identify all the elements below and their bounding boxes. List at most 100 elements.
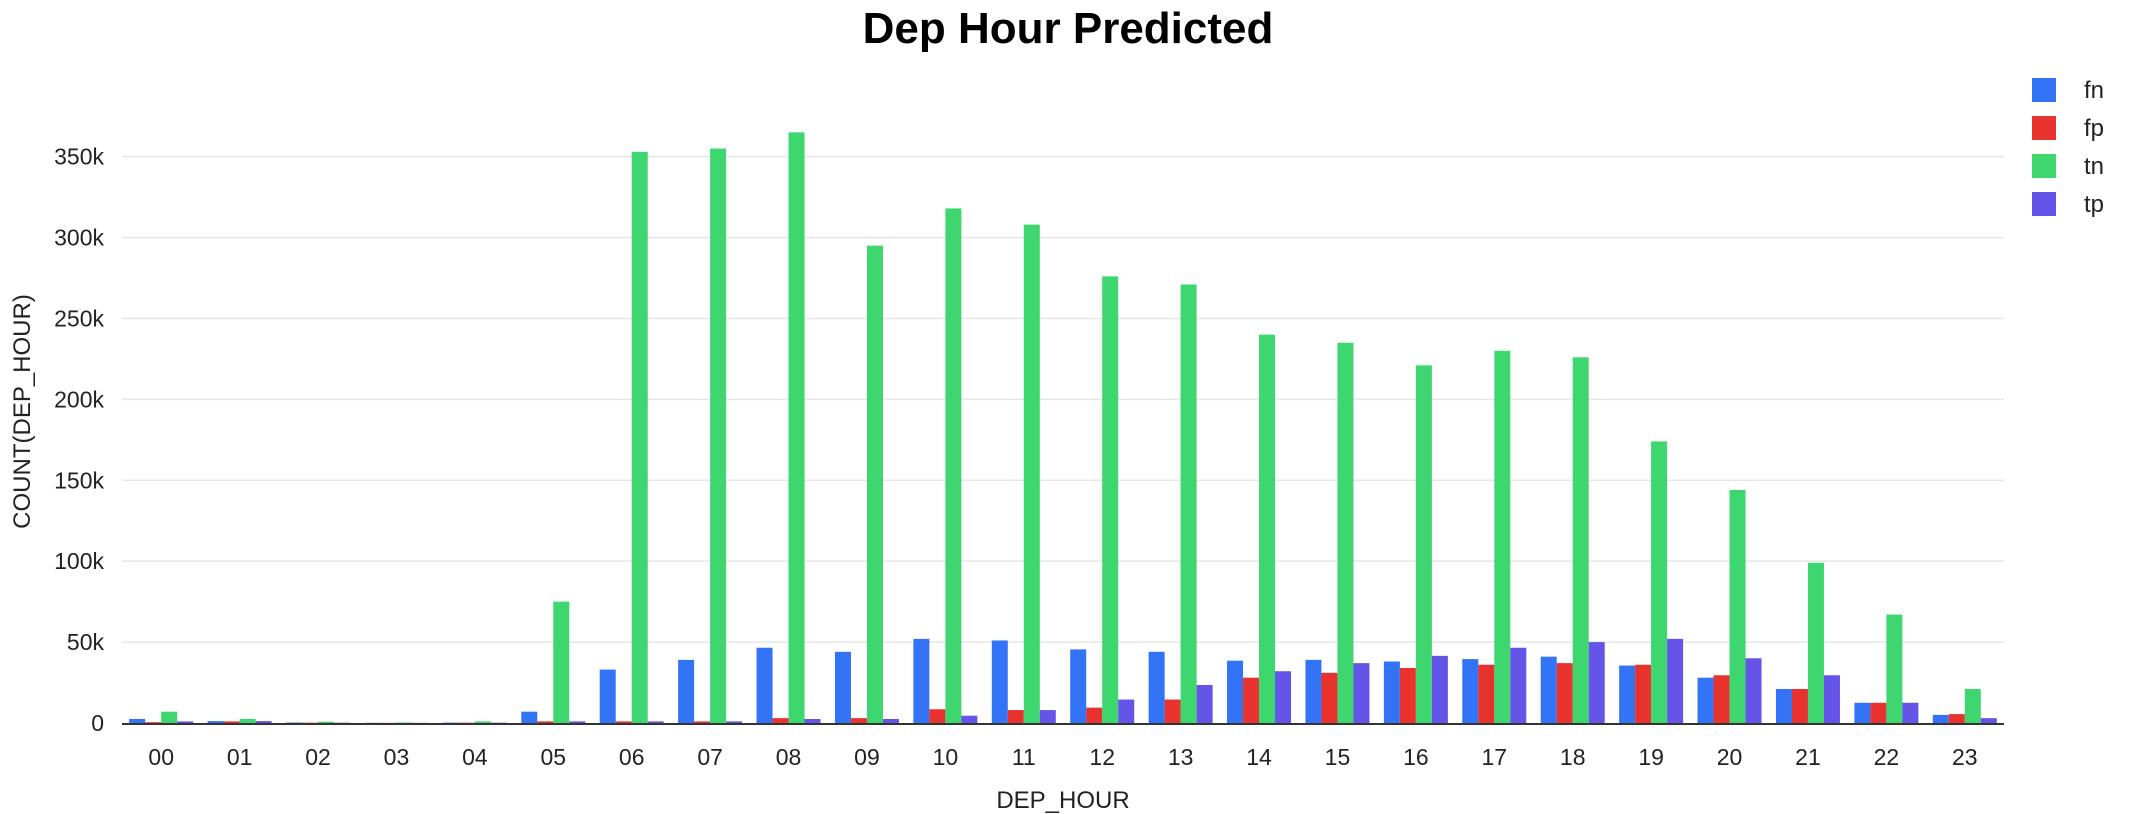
bar-fn-21 — [1775, 689, 1792, 723]
bar-tp-11 — [1039, 710, 1056, 723]
bar-fp-22 — [1870, 702, 1887, 723]
x-tick-label: 19 — [1638, 744, 1664, 770]
bar-tn-15 — [1337, 342, 1354, 723]
bar-tn-00 — [161, 711, 178, 723]
bar-fn-15 — [1305, 659, 1322, 723]
bar-tn-10 — [945, 208, 962, 723]
bar-tn-20 — [1729, 489, 1746, 723]
bar-fp-07 — [694, 721, 711, 723]
bar-fp-08 — [772, 718, 789, 723]
bar-tp-20 — [1745, 658, 1762, 723]
bar-tn-05 — [553, 601, 570, 723]
bar-fn-01 — [207, 721, 224, 723]
bar-tn-02 — [318, 721, 335, 723]
bar-fn-11 — [991, 640, 1008, 723]
bar-fn-14 — [1227, 660, 1244, 723]
x-tick-label: 17 — [1481, 744, 1507, 770]
bar-tn-19 — [1651, 441, 1668, 723]
y-tick-label: 250k — [54, 305, 104, 331]
bar-tp-14 — [1275, 671, 1292, 723]
bar-tn-08 — [788, 132, 805, 723]
y-tick-label: 150k — [54, 467, 104, 493]
bar-tn-09 — [866, 245, 883, 724]
x-tick-label: 20 — [1717, 744, 1743, 770]
bar-tn-07 — [710, 148, 727, 723]
y-tick-label: 200k — [54, 386, 104, 412]
bar-tp-17 — [1510, 647, 1527, 723]
y-axis-title: COUNT(DEP_HOUR) — [9, 294, 36, 529]
bar-tn-23 — [1964, 689, 1981, 723]
x-tick-label: 21 — [1795, 744, 1821, 770]
bar-fp-00 — [145, 722, 162, 723]
bar-tn-21 — [1807, 562, 1824, 723]
bar-fn-06 — [599, 669, 616, 723]
legend: fn fp tn tp — [2032, 77, 2104, 218]
legend-label-tn: tn — [2084, 153, 2104, 180]
x-tick-label: 00 — [148, 744, 174, 770]
bar-tn-01 — [239, 718, 256, 723]
bar-tn-22 — [1886, 614, 1903, 723]
bar-tp-07 — [726, 721, 743, 723]
x-tick-label: 18 — [1560, 744, 1586, 770]
y-tick-label: 50k — [67, 629, 105, 655]
bars — [129, 132, 1997, 724]
bar-tn-18 — [1572, 357, 1589, 723]
bar-fn-20 — [1697, 677, 1714, 723]
x-tick-label: 08 — [776, 744, 802, 770]
bar-tp-00 — [177, 721, 194, 723]
legend-label-fp: fp — [2084, 115, 2104, 142]
bar-fp-19 — [1635, 664, 1652, 723]
bar-fp-23 — [1948, 714, 1965, 723]
bar-tn-16 — [1415, 365, 1432, 723]
bar-fp-13 — [1164, 699, 1181, 723]
bar-tp-19 — [1667, 638, 1684, 723]
x-axis-title: DEP_HOUR — [996, 787, 1129, 814]
bar-fp-12 — [1086, 707, 1103, 723]
bar-tn-14 — [1259, 334, 1276, 723]
x-tick-label: 22 — [1874, 744, 1900, 770]
bar-tp-01 — [255, 721, 272, 723]
x-tick-label: 04 — [462, 744, 488, 770]
legend-swatch-fp — [2032, 116, 2056, 140]
bar-fn-10 — [913, 638, 930, 723]
x-tick-label: 05 — [540, 744, 566, 770]
bar-fn-17 — [1462, 659, 1479, 723]
x-tick-label: 07 — [697, 744, 723, 770]
bar-fn-09 — [834, 651, 851, 723]
bar-fp-06 — [615, 721, 632, 723]
x-tick-label: 11 — [1012, 744, 1036, 770]
bar-fn-07 — [678, 659, 695, 723]
bar-fn-22 — [1854, 702, 1871, 723]
bar-fp-11 — [1007, 710, 1024, 723]
bar-tn-12 — [1102, 276, 1119, 723]
bar-fn-16 — [1383, 661, 1400, 723]
bar-tn-11 — [1023, 224, 1040, 723]
x-tick-label: 13 — [1168, 744, 1194, 770]
bar-tp-16 — [1431, 655, 1448, 723]
bar-fp-10 — [929, 709, 946, 723]
legend-label-fn: fn — [2084, 77, 2104, 104]
bar-tp-10 — [961, 715, 978, 723]
legend-swatch-tp — [2032, 192, 2056, 216]
bar-fn-13 — [1148, 651, 1165, 723]
bar-tp-12 — [1118, 699, 1135, 723]
bar-tn-17 — [1494, 350, 1511, 723]
bar-fn-18 — [1540, 656, 1557, 723]
bar-fp-16 — [1399, 667, 1416, 723]
bar-tn-13 — [1180, 284, 1197, 723]
x-tick-label: 16 — [1403, 744, 1429, 770]
bar-fp-18 — [1556, 663, 1573, 723]
x-tick-label: 02 — [305, 744, 331, 770]
bar-fn-19 — [1619, 665, 1636, 723]
y-tick-label: 350k — [54, 144, 104, 170]
y-axis-ticks: 0 50k 100k 150k 200k 250k 300k 350k — [54, 144, 104, 736]
bar-tp-09 — [882, 718, 899, 723]
y-tick-label: 0 — [91, 710, 104, 736]
bar-tp-21 — [1823, 675, 1840, 723]
x-tick-label: 15 — [1325, 744, 1351, 770]
bar-tp-23 — [1980, 718, 1997, 723]
bar-fp-09 — [850, 718, 867, 723]
bar-tp-15 — [1353, 663, 1370, 723]
bar-fn-12 — [1070, 649, 1087, 723]
bar-tp-13 — [1196, 684, 1213, 723]
